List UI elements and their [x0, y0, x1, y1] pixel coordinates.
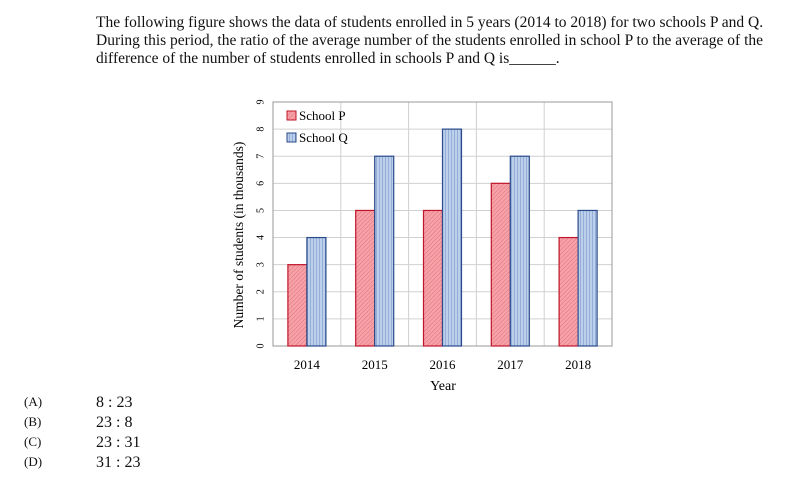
bar-school-p	[558, 236, 579, 347]
bar-school-q	[509, 155, 530, 347]
bar-school-q	[577, 209, 598, 347]
option-letter: (B)	[24, 414, 42, 429]
answer-options: (A) 8 : 23 (B) 23 : 8 (C) 23 : 31 (D) 31…	[24, 394, 224, 474]
x-tick-label: 2016	[430, 357, 457, 372]
option-value: 31 : 23	[96, 454, 141, 471]
bar-school-p	[287, 264, 308, 347]
y-tick-label: 0	[255, 344, 266, 349]
y-tick-label: 5	[255, 208, 266, 213]
x-tick-label: 2018	[565, 357, 591, 372]
x-axis-ticks: 2014 2015 2016 2017 2018	[294, 357, 591, 372]
y-tick-label: 7	[255, 154, 266, 159]
legend-swatch	[286, 132, 297, 143]
option-value: 23 : 8	[96, 414, 133, 431]
bar-school-q	[374, 155, 395, 347]
bar-school-q	[441, 128, 463, 347]
chart-bars	[287, 128, 598, 347]
y-tick-label: 3	[255, 262, 266, 267]
bar-school-p	[355, 209, 376, 347]
x-axis-label: Year	[430, 379, 456, 394]
y-tick-label: 1	[255, 316, 266, 321]
x-tick-label: 2017	[497, 357, 524, 372]
option-a[interactable]: (A) 8 : 23	[24, 394, 224, 414]
bar-school-q	[306, 236, 327, 347]
legend-swatch	[286, 110, 297, 121]
option-c[interactable]: (C) 23 : 31	[24, 434, 224, 454]
chart-legend: School P School Q	[286, 108, 348, 145]
question-text: The following figure shows the data of s…	[96, 14, 766, 68]
option-letter: (D)	[24, 454, 43, 469]
option-value: 8 : 23	[96, 394, 133, 411]
y-axis-label: Number of students (in thousands)	[231, 142, 246, 329]
option-letter: (A)	[24, 394, 43, 409]
option-value: 23 : 31	[96, 434, 141, 451]
x-tick-label: 2014	[294, 357, 321, 372]
option-b[interactable]: (B) 23 : 8	[24, 414, 224, 434]
y-axis-ticks: 0 1 2 3 4 5 6 7 8 9	[255, 100, 266, 349]
y-tick-label: 9	[255, 100, 266, 105]
x-tick-label: 2015	[362, 357, 388, 372]
legend-label: School P	[299, 108, 346, 123]
y-tick-label: 2	[255, 289, 266, 294]
option-d[interactable]: (D) 31 : 23	[24, 454, 224, 474]
question-body: The following figure shows the data of s…	[96, 14, 764, 67]
question-blank: ______.	[509, 50, 560, 67]
y-tick-label: 4	[255, 235, 266, 240]
option-letter: (C)	[24, 434, 42, 449]
y-tick-label: 6	[255, 181, 266, 186]
bar-school-p	[422, 209, 444, 347]
legend-label: School Q	[299, 130, 348, 145]
bar-school-p	[490, 182, 511, 347]
y-tick-label: 8	[255, 127, 266, 132]
